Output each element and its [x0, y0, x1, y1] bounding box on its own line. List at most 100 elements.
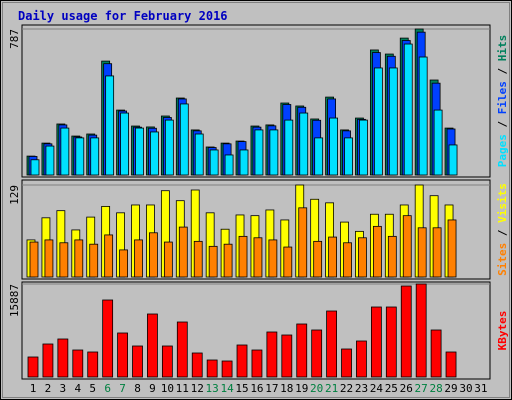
legend: KBytes — [496, 311, 509, 351]
bar — [163, 241, 173, 278]
bar — [135, 127, 144, 176]
bar — [44, 239, 54, 278]
bar — [42, 343, 54, 378]
bar — [326, 310, 338, 378]
x-tick-label: 5 — [89, 382, 96, 395]
bar — [430, 329, 442, 378]
bar — [299, 112, 309, 176]
x-tick-label: 21 — [325, 382, 338, 395]
bar — [149, 232, 158, 278]
legend-entry: Files — [496, 81, 509, 114]
bar — [359, 119, 368, 176]
bar — [266, 331, 278, 378]
legend-entry: Sites — [496, 243, 509, 276]
bar — [74, 239, 84, 278]
x-tick-label: 16 — [250, 382, 263, 395]
x-tick-label: 6 — [104, 382, 111, 395]
y-tick-label: 15887 — [8, 284, 21, 317]
bar — [191, 352, 203, 378]
bar — [29, 241, 39, 278]
bar — [150, 131, 159, 176]
bar — [447, 219, 457, 278]
bar — [179, 103, 189, 176]
x-tick-label: 14 — [220, 382, 234, 395]
bar — [60, 127, 70, 176]
x-tick-label: 11 — [176, 382, 189, 395]
bar — [30, 159, 40, 176]
legend-separator: / — [496, 61, 509, 81]
bar — [358, 237, 367, 278]
x-tick-label: 8 — [134, 382, 141, 395]
bar — [251, 349, 263, 378]
bar — [134, 239, 143, 278]
x-tick-label: 12 — [191, 382, 204, 395]
bar — [372, 225, 382, 278]
bar — [147, 313, 158, 378]
bar — [356, 340, 367, 378]
x-tick-label: 24 — [370, 382, 384, 395]
legend: Sites / Visits — [496, 183, 509, 276]
legend-entry: Hits — [496, 35, 509, 62]
bar — [253, 237, 263, 278]
x-tick-label: 25 — [385, 382, 398, 395]
bar — [269, 129, 279, 176]
bar — [45, 145, 55, 176]
y-tick-label: 129 — [8, 185, 21, 205]
bar — [238, 235, 248, 278]
bar — [164, 119, 174, 176]
bar — [254, 129, 264, 176]
x-tick-label: 20 — [310, 382, 323, 395]
x-tick-label: 2 — [45, 382, 52, 395]
legend-entry: KBytes — [496, 311, 509, 351]
bar — [102, 299, 114, 378]
bar — [284, 119, 294, 176]
bar — [281, 334, 293, 378]
bar — [400, 285, 412, 378]
bar — [343, 242, 352, 278]
bar — [402, 215, 412, 278]
bar — [417, 227, 427, 278]
x-tick-label: 27 — [415, 382, 428, 395]
bar — [448, 144, 458, 176]
bar — [224, 154, 234, 176]
bar — [206, 359, 218, 378]
legend-separator: / — [496, 223, 509, 243]
bar — [385, 306, 397, 378]
bar — [328, 236, 338, 278]
bar — [208, 245, 218, 278]
bar — [161, 345, 173, 378]
bar — [59, 242, 69, 278]
bar — [176, 321, 188, 378]
bar — [329, 117, 339, 176]
bar — [117, 332, 128, 378]
legend-entry: Visits — [496, 183, 509, 223]
bar — [89, 243, 99, 278]
bar — [194, 133, 204, 176]
legend-separator: / — [496, 114, 509, 134]
legend: Pages / Files / Hits — [496, 35, 509, 168]
x-tick-label: 18 — [280, 382, 293, 395]
bar — [403, 43, 413, 176]
bar — [104, 234, 114, 278]
bar — [283, 246, 293, 278]
bar — [373, 67, 383, 176]
bar — [132, 345, 143, 378]
bar — [87, 351, 99, 378]
bar — [298, 207, 308, 278]
bar — [433, 109, 443, 176]
bar — [120, 112, 129, 176]
x-tick-label: 22 — [340, 382, 353, 395]
y-tick-label: 787 — [8, 29, 21, 49]
x-tick-label: 15 — [235, 382, 248, 395]
x-tick-label: 13 — [206, 382, 219, 395]
bar — [223, 243, 233, 278]
x-tick-label: 10 — [161, 382, 174, 395]
bar — [239, 149, 249, 176]
bar — [311, 329, 323, 378]
x-tick-label: 28 — [429, 382, 442, 395]
x-tick-label: 1 — [30, 382, 37, 395]
x-tick-label: 9 — [149, 382, 156, 395]
chart-title: Daily usage for February 2016 — [18, 9, 228, 23]
bar — [72, 349, 84, 378]
